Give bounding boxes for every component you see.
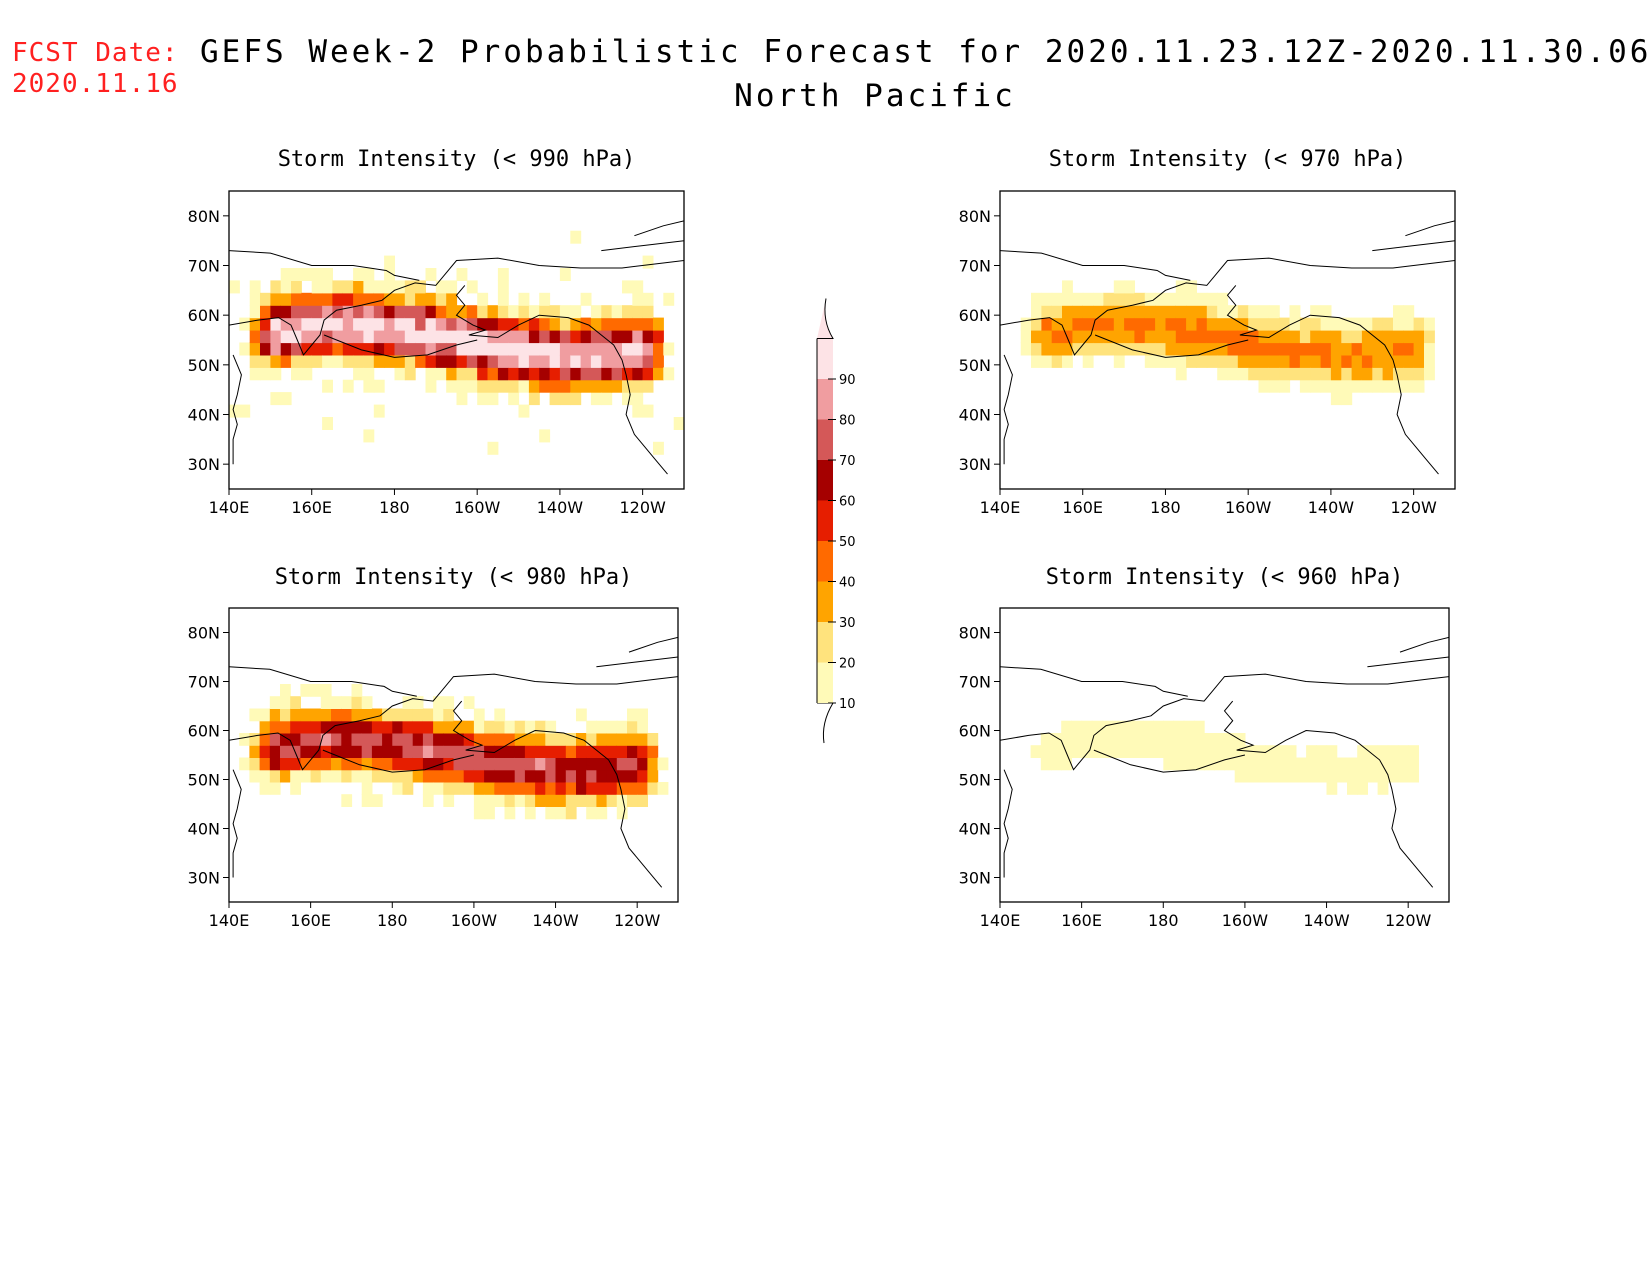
forecast-date-label: FCST Date: <box>12 38 179 68</box>
region-subtitle: North Pacific <box>734 78 1016 114</box>
lat-tick-label: 30N <box>188 869 220 888</box>
map-panel-3: Storm Intensity (< 980 hPa) 80N 70N 60N 50N 4… <box>188 565 679 930</box>
colorbar-label: 50 <box>839 535 856 550</box>
colorbar-segment <box>817 460 833 501</box>
panel-title: Storm Intensity (< 990 hPa) <box>278 147 636 172</box>
probability-shading <box>1030 720 1419 795</box>
lat-tick-label: 80N <box>188 624 220 643</box>
probability-shading <box>229 230 684 455</box>
colorbar-label: 90 <box>839 373 856 388</box>
lon-tick-label: 120W <box>619 498 666 517</box>
lat-tick-label: 50N <box>959 356 991 375</box>
colorbar-segment <box>817 338 833 379</box>
colorbar-segment <box>817 581 833 622</box>
coastlines <box>1000 636 1449 888</box>
lat-tick-label: 40N <box>959 406 991 425</box>
lon-tick-label: 120W <box>1385 911 1432 930</box>
coastlines <box>1000 220 1455 475</box>
lat-tick-label: 80N <box>959 207 991 226</box>
lon-tick-label: 160W <box>451 911 498 930</box>
lat-tick-label: 60N <box>188 722 220 741</box>
lat-tick-label: 80N <box>959 624 991 643</box>
lon-tick-label: 140E <box>980 498 1021 517</box>
lat-tick-label: 50N <box>188 356 220 375</box>
lat-tick-label: 50N <box>959 771 991 790</box>
colorbar-label: 20 <box>839 657 856 672</box>
lon-tick-label: 140W <box>537 498 584 517</box>
lon-tick-label: 160E <box>1062 498 1103 517</box>
lon-tick-label: 160E <box>290 911 331 930</box>
colorbar-segment <box>817 622 833 663</box>
lat-tick-label: 40N <box>188 406 220 425</box>
map-frame <box>228 607 679 903</box>
lat-tick-label: 50N <box>188 771 220 790</box>
colorbar-segment <box>817 379 833 420</box>
lon-tick-label: 180 <box>1148 911 1179 930</box>
lon-tick-label: 120W <box>614 911 661 930</box>
panel-title: Storm Intensity (< 970 hPa) <box>1049 147 1407 172</box>
lat-tick-label: 30N <box>959 455 991 474</box>
colorbar-label: 40 <box>839 576 856 591</box>
map-panel-1: Storm Intensity (< 990 hPa) 80N 70N 60N 50N 4… <box>188 147 685 517</box>
probability-shading <box>1020 280 1435 406</box>
map-panel-2: Storm Intensity (< 970 hPa) 80N 70N 60N 50N 4… <box>959 147 1456 517</box>
colorbar-segment <box>817 541 833 582</box>
lat-tick-label: 30N <box>188 455 220 474</box>
lat-tick-label: 60N <box>959 722 991 741</box>
lon-tick-label: 180 <box>379 498 410 517</box>
panel-title: Storm Intensity (< 980 hPa) <box>275 565 633 590</box>
lon-tick-label: 140W <box>1308 498 1355 517</box>
lat-tick-label: 40N <box>188 820 220 839</box>
lon-tick-label: 160W <box>1222 911 1269 930</box>
colorbar-segment <box>817 662 833 703</box>
lat-tick-label: 60N <box>959 306 991 325</box>
lon-tick-label: 140E <box>980 911 1021 930</box>
lon-tick-label: 140E <box>209 911 250 930</box>
lat-tick-label: 60N <box>188 306 220 325</box>
colorbar-label: 70 <box>839 454 856 469</box>
lon-tick-label: 180 <box>1150 498 1181 517</box>
map-frame <box>228 190 685 490</box>
lon-tick-label: 180 <box>377 911 408 930</box>
main-title: GEFS Week-2 Probabilistic Forecast for 2… <box>200 34 1650 70</box>
lat-tick-label: 70N <box>959 257 991 276</box>
lon-tick-label: 160W <box>1225 498 1272 517</box>
lat-tick-label: 70N <box>188 257 220 276</box>
lon-tick-label: 160E <box>291 498 332 517</box>
forecast-date-block: FCST Date: 2020.11.16 <box>12 38 179 100</box>
lat-tick-label: 30N <box>959 869 991 888</box>
map-frame <box>999 190 1456 490</box>
colorbar-segment <box>817 500 833 541</box>
lat-tick-label: 80N <box>188 207 220 226</box>
panel-title: Storm Intensity (< 960 hPa) <box>1046 565 1404 590</box>
colorbar-label: 10 <box>839 697 856 712</box>
colorbar-label: 80 <box>839 414 856 429</box>
lon-tick-label: 140E <box>209 498 250 517</box>
lon-tick-label: 120W <box>1390 498 1437 517</box>
coastlines <box>229 636 678 888</box>
lat-tick-label: 70N <box>959 673 991 692</box>
probability-shading <box>239 684 669 820</box>
lat-tick-label: 70N <box>188 673 220 692</box>
colorbar: 10 20 30 40 50 60 70 80 90 <box>816 298 856 744</box>
lon-tick-label: 160E <box>1061 911 1102 930</box>
lon-tick-label: 140W <box>1303 911 1350 930</box>
lon-tick-label: 160W <box>454 498 501 517</box>
lat-tick-label: 40N <box>959 820 991 839</box>
map-panel-4: Storm Intensity (< 960 hPa) 80N 70N 60N 50N 4… <box>959 565 1450 930</box>
map-frame <box>999 607 1450 903</box>
colorbar-segment <box>817 419 833 460</box>
colorbar-label: 60 <box>839 495 856 510</box>
coastlines <box>229 220 684 475</box>
colorbar-label: 30 <box>839 616 856 631</box>
lon-tick-label: 140W <box>532 911 579 930</box>
forecast-date-value: 2020.11.16 <box>12 69 179 99</box>
